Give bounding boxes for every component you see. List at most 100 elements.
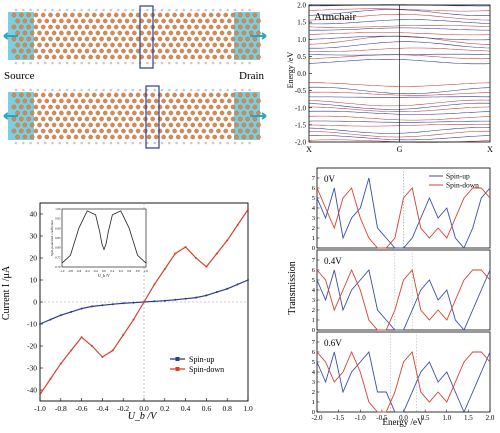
carbon-atom <box>179 128 185 134</box>
carbon-atom <box>37 42 42 48</box>
carbon-atom <box>190 42 196 48</box>
carbon-atom <box>183 54 188 60</box>
carbon-atom <box>11 92 17 98</box>
carbon-atom <box>143 116 148 122</box>
carbon-atom <box>197 30 203 36</box>
carbon-atom <box>186 116 192 122</box>
iv-point <box>111 303 114 306</box>
carbon-atom <box>161 18 166 24</box>
band-ytick-label: -0.5 <box>295 87 307 95</box>
carbon-atom <box>70 128 75 134</box>
trans-ytick-label: 2 <box>312 307 315 314</box>
carbon-atom <box>102 110 108 116</box>
hydrogen-atom <box>211 61 215 65</box>
carbon-atom <box>15 54 20 60</box>
trans-panel-label: 0V <box>324 174 336 184</box>
source-arrow <box>3 32 18 40</box>
carbon-atom <box>110 134 115 140</box>
carbon-atom <box>238 128 243 134</box>
carbon-atom <box>208 48 214 54</box>
hydrogen-atom <box>58 88 62 92</box>
carbon-atom <box>51 30 57 36</box>
hydrogen-atom <box>36 8 40 12</box>
carbon-atom <box>84 48 90 54</box>
carbon-atom <box>84 24 90 30</box>
carbon-atom <box>132 98 137 104</box>
hydrogen-atom <box>219 8 222 12</box>
carbon-atom <box>59 54 64 60</box>
hydrogen-atom <box>241 8 244 12</box>
carbon-atom <box>29 42 35 48</box>
carbon-atom <box>165 128 170 134</box>
carbon-atom <box>11 128 17 134</box>
carbon-atom <box>48 24 53 30</box>
iv-ytick-label: -10 <box>27 320 37 329</box>
carbon-atom <box>81 54 86 60</box>
carbon-atom <box>172 36 177 42</box>
carbon-atom <box>256 30 261 36</box>
hydrogen-atom <box>219 88 222 92</box>
hydrogen-atom <box>160 88 164 92</box>
inset-xtick-label: -0.4 <box>85 269 90 273</box>
carbon-atom <box>95 54 101 60</box>
carbon-atom <box>212 18 217 24</box>
iv-point <box>226 239 229 242</box>
carbon-atom <box>252 12 258 18</box>
iv-ytick-label: 40 <box>30 210 38 219</box>
carbon-atom <box>70 24 75 30</box>
carbon-atom <box>113 24 119 30</box>
carbon-atom <box>70 92 75 98</box>
carbon-atom <box>183 122 188 128</box>
carbon-atom <box>234 54 239 60</box>
carbon-atom <box>117 110 123 116</box>
carbon-atom <box>241 42 247 48</box>
carbon-atom <box>230 36 236 42</box>
carbon-atom <box>11 48 17 54</box>
iv-point <box>70 310 73 313</box>
carbon-atom <box>230 48 236 54</box>
carbon-atom <box>194 36 199 42</box>
carbon-atom <box>19 104 24 110</box>
trans-xtick-label: 0.5 <box>421 414 430 422</box>
carbon-atom <box>29 30 35 36</box>
carbon-atom <box>179 24 185 30</box>
hydrogen-atom <box>131 88 135 92</box>
carbon-atom <box>33 48 39 54</box>
carbon-atom <box>84 36 90 42</box>
carbon-atom <box>179 12 185 18</box>
carbon-atom <box>106 104 112 110</box>
hydrogen-atom <box>233 8 237 12</box>
trans-ytick-label: 5 <box>312 195 315 202</box>
carbon-atom <box>66 122 71 128</box>
carbon-atom <box>132 42 137 48</box>
carbon-atom <box>238 36 243 42</box>
carbon-atom <box>29 110 35 116</box>
hydrogen-atom <box>182 141 186 145</box>
carbon-atom <box>208 24 214 30</box>
hydrogen-atom <box>241 141 244 145</box>
hydrogen-atom <box>22 88 25 92</box>
carbon-atom <box>48 12 53 18</box>
trans-ytick-label: 5 <box>312 277 315 284</box>
hydrogen-atom <box>131 8 135 12</box>
hydrogen-atom <box>22 61 25 65</box>
carbon-atom <box>201 92 207 98</box>
hydrogen-atom <box>29 61 32 65</box>
iv-ytick-label: 20 <box>30 254 38 263</box>
carbon-atom <box>161 54 166 60</box>
inset-xtick-label: -0.2 <box>93 269 98 273</box>
carbon-atom <box>168 54 174 60</box>
carbon-atom <box>190 122 196 128</box>
hydrogen-atom <box>219 61 222 65</box>
carbon-atom <box>161 30 166 36</box>
hydrogen-atom <box>80 61 83 65</box>
carbon-atom <box>183 134 188 140</box>
iv-point <box>39 323 41 325</box>
carbon-atom <box>81 42 86 48</box>
carbon-atom <box>33 116 39 122</box>
carbon-atom <box>44 54 50 60</box>
carbon-atom <box>208 104 214 110</box>
carbon-atom <box>128 116 134 122</box>
drain-arrow <box>250 32 267 40</box>
carbon-atom <box>256 122 261 128</box>
